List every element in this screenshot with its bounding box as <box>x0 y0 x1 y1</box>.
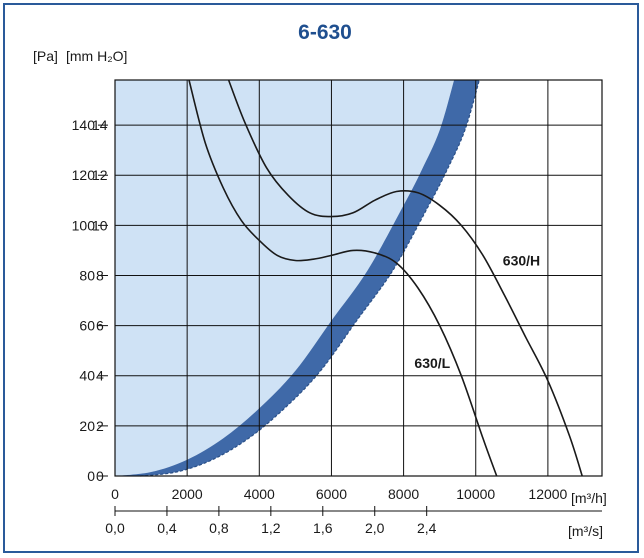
pa-tick-label: 140 <box>72 117 96 133</box>
operating-region-fill <box>115 80 455 476</box>
pa-tick-label: 20 <box>79 418 95 434</box>
mm-tick-label: 10 <box>92 217 108 233</box>
pa-tick-label: 100 <box>72 217 96 233</box>
pa-tick-label: 40 <box>79 368 95 384</box>
m3s-tick-label: 1,6 <box>313 520 333 536</box>
m3s-tick-label: 0,4 <box>157 520 177 536</box>
x-axis-label-m3s: [m³/s] <box>568 523 603 539</box>
m3h-tick-label: 6000 <box>316 486 347 502</box>
mm-tick-label: 12 <box>92 167 108 183</box>
m3h-tick-label: 2000 <box>172 486 203 502</box>
y-axis-label-pa: [Pa] <box>33 48 58 64</box>
pa-tick-label: 120 <box>72 167 96 183</box>
mm-tick-label: 4 <box>96 368 104 384</box>
mm-tick-label: 14 <box>92 117 108 133</box>
m3s-tick-label: 2,0 <box>365 520 385 536</box>
fan-curve-630-l <box>188 79 498 477</box>
y-axis-label-mm: [mm H₂O] <box>66 48 127 64</box>
curve-label-630-l: 630/L <box>414 355 450 371</box>
fan-curve-630-h <box>227 79 583 477</box>
m3s-tick-label: 0,0 <box>105 520 125 536</box>
mm-tick-label: 2 <box>96 418 104 434</box>
plot-border <box>114 79 603 477</box>
mm-tick-label: 6 <box>96 318 104 334</box>
pa-tick-label: 60 <box>79 318 95 334</box>
m3s-tick-label: 1,2 <box>261 520 281 536</box>
m3s-tick-label: 2,4 <box>417 520 437 536</box>
curve-label-630-h: 630/H <box>503 252 540 268</box>
x-axis-label-m3h: [m³/h] <box>571 490 607 506</box>
mm-tick-label: 8 <box>96 267 104 283</box>
mm-tick-label: 0 <box>96 468 104 484</box>
m3h-tick-label: 8000 <box>388 486 419 502</box>
chart-title: 6-630 <box>298 21 352 44</box>
m3h-tick-label: 12000 <box>528 486 567 502</box>
system-curve-edge <box>140 79 480 477</box>
m3s-tick-label: 0,8 <box>209 520 229 536</box>
m3h-tick-label: 10000 <box>456 486 495 502</box>
pa-tick-label: 80 <box>79 267 95 283</box>
m3h-tick-label: 0 <box>111 486 119 502</box>
pa-tick-label: 0 <box>87 468 95 484</box>
m3h-tick-label: 4000 <box>244 486 275 502</box>
